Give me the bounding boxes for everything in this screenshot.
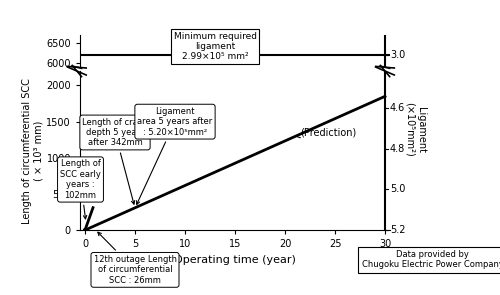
Text: 4.6: 4.6 [390, 103, 405, 113]
Text: Data provided by
Chugoku Electric Power Company: Data provided by Chugoku Electric Power … [362, 250, 500, 269]
Text: 12th outage Length
of circumferential
SCC : 26mm: 12th outage Length of circumferential SC… [94, 232, 176, 285]
Text: Ligament
area 5 years after
: 5.20×10⁵mm²: Ligament area 5 years after : 5.20×10⁵mm… [136, 107, 212, 204]
Text: 4.8: 4.8 [390, 144, 405, 154]
Text: 5.0: 5.0 [390, 184, 406, 194]
Text: Minimum required
ligament
2.99×10⁵ mm²: Minimum required ligament 2.99×10⁵ mm² [174, 32, 256, 61]
Text: Length of crack
depth 5 years
after 342mm: Length of crack depth 5 years after 342m… [82, 118, 148, 204]
Text: 3.0: 3.0 [390, 50, 405, 60]
Text: (Prediction): (Prediction) [296, 127, 356, 138]
Text: Ligament
(×10⁵mm²): Ligament (×10⁵mm²) [404, 102, 426, 157]
X-axis label: Operating time (year): Operating time (year) [174, 255, 296, 265]
Text: Length of
SCC early
years :
102mm: Length of SCC early years : 102mm [60, 159, 101, 219]
Text: 5.2: 5.2 [390, 225, 406, 235]
Y-axis label: Length of circumferential SCC
( × 10³ mm): Length of circumferential SCC ( × 10³ mm… [22, 78, 44, 224]
